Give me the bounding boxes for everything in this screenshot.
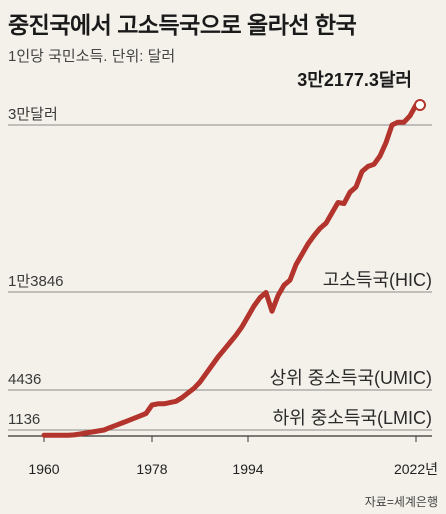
- x-axis: 1960 1978 1994 2022년: [8, 435, 438, 477]
- y-axis-labels: 1136 4436 1만3846 3만달러: [8, 106, 64, 428]
- chart-subtitle: 1인당 국민소득. 단위: 달러: [8, 48, 176, 65]
- last-value-label: 3만2177.3달러: [297, 70, 412, 90]
- threshold-label-0: 하위 중소득국(LMIC): [273, 408, 432, 428]
- chart-title: 중진국에서 고소득국으로 올라선 한국: [8, 12, 357, 38]
- y-tick-label-2: 1만3846: [8, 273, 64, 290]
- chart-gridlines: [8, 124, 432, 431]
- y-tick-label-3: 3만달러: [8, 106, 58, 123]
- last-point-marker: [414, 99, 426, 111]
- x-tick-label-2: 1994: [232, 461, 263, 477]
- x-tick-label-0: 1960: [28, 461, 59, 477]
- income-threshold-labels: 하위 중소득국(LMIC) 상위 중소득국(UMIC) 고소득국(HIC): [270, 270, 432, 428]
- series-group: [41, 99, 426, 438]
- x-tick-label-1: 1978: [136, 461, 167, 477]
- annotations: 3만2177.3달러: [297, 70, 412, 90]
- y-tick-label-0: 1136: [8, 411, 40, 428]
- threshold-label-1: 상위 중소득국(UMIC): [270, 368, 432, 388]
- series-line-0: [41, 102, 419, 438]
- source-note: 자료=세계은행: [364, 495, 438, 509]
- y-tick-label-1: 4436: [8, 371, 41, 388]
- x-tick-label-3: 2022년: [394, 461, 438, 477]
- threshold-label-2: 고소득국(HIC): [323, 270, 432, 290]
